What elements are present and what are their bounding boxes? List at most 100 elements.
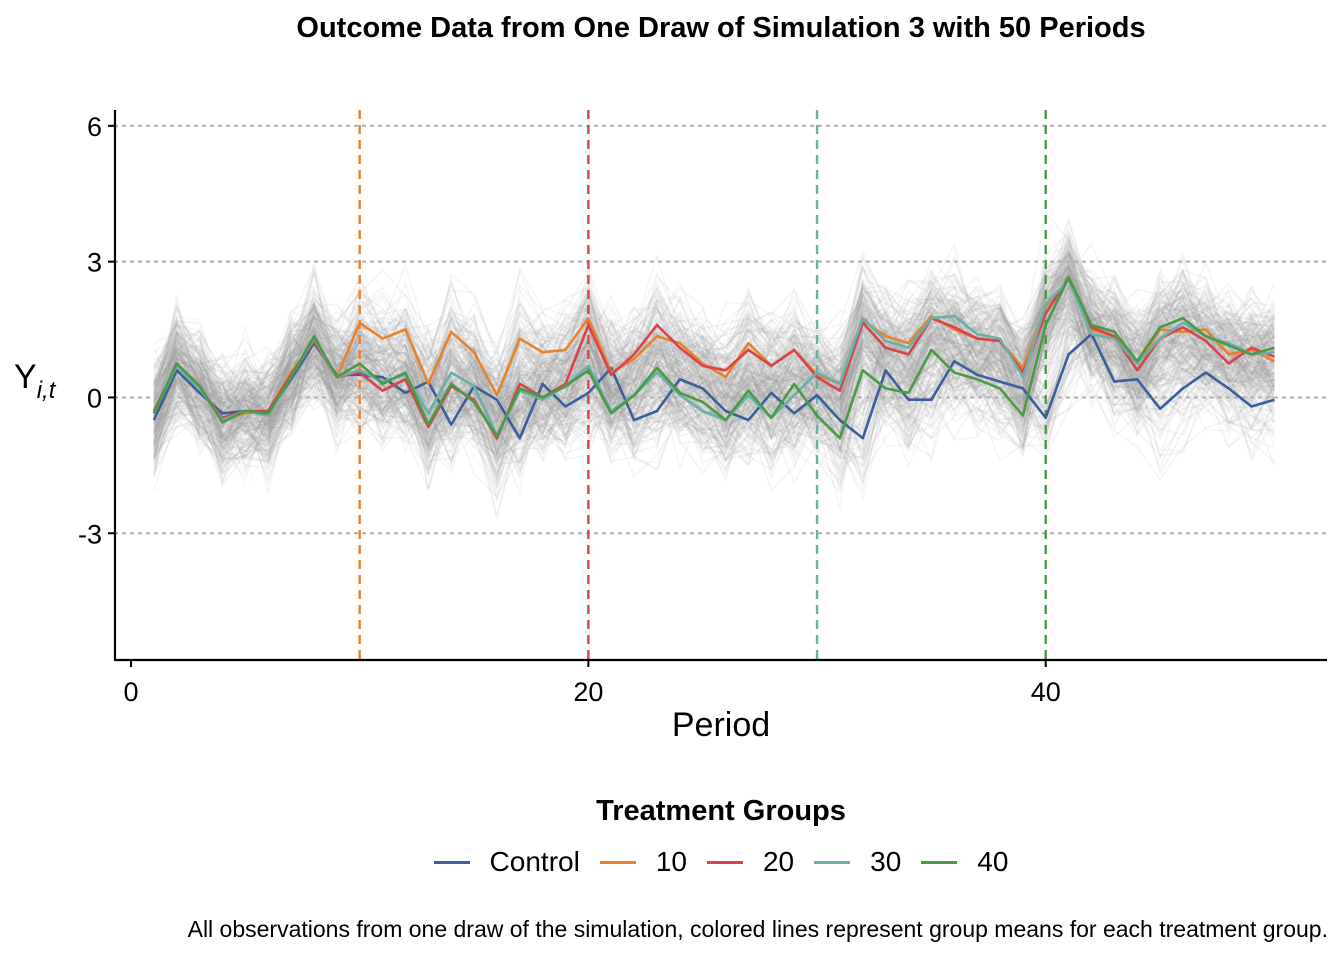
observation-line xyxy=(153,315,1275,442)
observation-line xyxy=(153,285,1275,473)
observation-line xyxy=(153,247,1275,419)
observation-line xyxy=(153,211,1275,401)
y-axis-label: Yi,t xyxy=(14,358,55,404)
legend-item-40: 40 xyxy=(921,846,1008,878)
observation-line xyxy=(153,235,1275,442)
observation-line xyxy=(153,360,1276,467)
observation-line xyxy=(153,314,1275,463)
observation-line xyxy=(153,286,1275,433)
observation-line xyxy=(153,316,1276,453)
observation-line xyxy=(153,261,1276,450)
observation-line xyxy=(153,291,1276,473)
observation-line xyxy=(153,287,1275,438)
observation-line xyxy=(153,271,1276,458)
observation-line xyxy=(153,303,1275,409)
observation-line xyxy=(153,337,1276,484)
observation-line xyxy=(153,307,1275,473)
observation-line xyxy=(153,241,1276,427)
observation-line xyxy=(153,272,1276,427)
observation-line xyxy=(153,315,1276,495)
observation-line xyxy=(153,318,1276,490)
observation-line xyxy=(153,276,1276,480)
observation-line xyxy=(153,218,1275,409)
legend-label: 30 xyxy=(870,846,902,877)
observation-line xyxy=(153,319,1276,476)
observation-line xyxy=(153,334,1276,497)
observation-line xyxy=(153,283,1275,475)
observation-line xyxy=(153,275,1275,449)
observation-line xyxy=(153,351,1275,470)
treatment-start-lines xyxy=(358,110,1047,660)
legend-item-10: 10 xyxy=(599,846,687,878)
observation-line xyxy=(153,285,1275,472)
legend-label: Control xyxy=(489,846,580,877)
observation-line xyxy=(153,265,1276,439)
observation-line xyxy=(153,239,1276,396)
observation-line xyxy=(153,276,1275,482)
observation-line xyxy=(153,324,1275,501)
observation-line xyxy=(153,362,1276,475)
observation-line xyxy=(153,325,1275,491)
observation-line xyxy=(153,251,1275,433)
observation-line xyxy=(153,249,1275,428)
x-tick-label: 20 xyxy=(573,677,603,707)
observation-line xyxy=(153,311,1275,460)
observation-line xyxy=(153,236,1275,419)
observation-line xyxy=(153,296,1275,425)
observation-line xyxy=(153,295,1275,477)
observation-line xyxy=(153,226,1276,417)
legend-label: 10 xyxy=(655,846,687,877)
series-group xyxy=(152,276,1275,440)
y-tick-label: 6 xyxy=(87,112,102,142)
observation-line xyxy=(153,291,1276,491)
observation-line xyxy=(153,259,1275,454)
observation-line xyxy=(153,234,1275,458)
x-axis-label: Period xyxy=(671,706,771,744)
observation-line xyxy=(153,346,1276,468)
observation-line xyxy=(153,245,1276,434)
observation-line xyxy=(153,254,1276,411)
observation-line xyxy=(153,288,1276,472)
observation-line xyxy=(153,257,1275,457)
observation-line xyxy=(153,250,1275,477)
observation-line xyxy=(153,287,1275,459)
legend-item-30: 30 xyxy=(814,846,901,878)
observation-line xyxy=(153,263,1275,417)
axes xyxy=(113,110,1327,662)
observation-line xyxy=(153,282,1275,484)
observation-line xyxy=(153,250,1275,421)
observation-line xyxy=(153,267,1275,459)
observation-line xyxy=(153,303,1275,474)
observation-line xyxy=(153,346,1275,482)
observation-line xyxy=(153,304,1275,474)
observation-line xyxy=(153,290,1276,495)
observation-line xyxy=(153,280,1275,453)
observation-line xyxy=(153,247,1276,415)
observation-line xyxy=(153,275,1275,400)
observation-line xyxy=(153,273,1276,412)
legend: Control 10 20 30 40 xyxy=(0,846,1344,878)
observation-line xyxy=(153,280,1275,460)
observation-line xyxy=(153,309,1276,516)
observation-line xyxy=(153,309,1275,493)
observation-line xyxy=(153,248,1275,436)
observation-line xyxy=(153,284,1276,441)
observation-line xyxy=(153,301,1275,463)
observation-line xyxy=(153,315,1276,432)
observation-line xyxy=(153,252,1275,435)
observation-line xyxy=(153,285,1276,458)
y-tick-label: -3 xyxy=(78,519,102,549)
observation-line xyxy=(153,298,1276,495)
legend-swatch xyxy=(921,860,958,864)
observation-line xyxy=(153,316,1276,470)
legend-swatch xyxy=(706,860,743,864)
observation-line xyxy=(153,294,1275,463)
observation-line xyxy=(153,278,1276,470)
observation-line xyxy=(153,298,1275,446)
legend-title: Treatment Groups xyxy=(596,795,846,827)
observation-line xyxy=(153,284,1275,424)
observation-line xyxy=(153,228,1276,419)
observation-line xyxy=(153,292,1276,461)
observation-line xyxy=(153,316,1276,508)
